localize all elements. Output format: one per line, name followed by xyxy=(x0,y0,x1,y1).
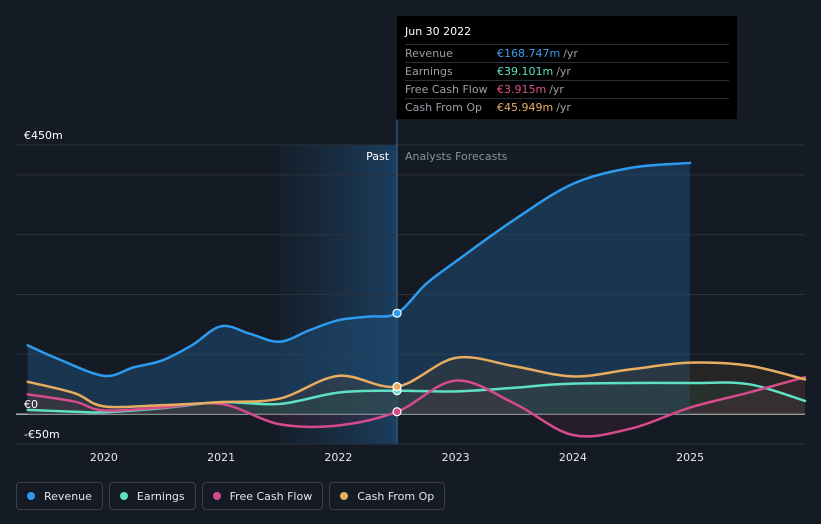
tooltip-name: Earnings xyxy=(405,65,453,78)
marker-revenue xyxy=(392,308,402,318)
tooltip-row-revenue: Revenue €168.747m /yr xyxy=(405,44,729,62)
tooltip-value: €3.915m xyxy=(497,83,547,96)
tooltip-value: €168.747m xyxy=(497,47,561,60)
area-free-cash-flow xyxy=(27,377,805,437)
tooltip-row-cash-from-op: Cash From Op €45.949m /yr xyxy=(405,98,729,116)
tooltip-row-earnings: Earnings €39.101m /yr xyxy=(405,62,729,80)
tooltip-date: Jun 30 2022 xyxy=(405,25,472,38)
tooltip-row-free-cash-flow: Free Cash Flow €3.915m /yr xyxy=(405,80,729,98)
legend-dot-icon xyxy=(27,492,35,500)
tooltip-value: €39.101m xyxy=(497,65,554,78)
legend-label: Revenue xyxy=(44,489,92,503)
legend-label: Earnings xyxy=(136,489,185,503)
x-tick-label: 2021 xyxy=(207,451,235,464)
tooltip-name: Revenue xyxy=(405,47,453,60)
chart: €450m €0 -€50m 2020 2021 2022 2023 2024 2025 Past… xyxy=(16,120,807,464)
past-label: Past xyxy=(366,150,390,163)
tooltip-unit: /yr xyxy=(556,101,571,114)
marker-cash-from-op xyxy=(392,382,402,392)
tooltip-name: Free Cash Flow xyxy=(405,83,488,96)
area-revenue xyxy=(27,162,691,415)
marker-free-cash-flow xyxy=(392,407,402,417)
legend-label: Free Cash Flow xyxy=(229,489,313,503)
legend-dot-icon xyxy=(212,492,221,500)
tooltip-value: €45.949m xyxy=(497,101,554,114)
legend-dot-icon xyxy=(340,492,349,500)
legend-item-free-cash-flow[interactable]: Free Cash Flow xyxy=(201,482,324,510)
legend-dot-icon xyxy=(119,492,128,500)
y-tick-label: -€50m xyxy=(24,428,60,441)
legend-item-revenue[interactable]: Revenue xyxy=(16,482,103,510)
x-tick-label: 2022 xyxy=(324,451,352,464)
x-tick-label: 2020 xyxy=(90,451,118,464)
legend-item-cash-from-op[interactable]: Cash From Op xyxy=(329,482,446,510)
forecast-label: Analysts Forecasts xyxy=(405,150,508,163)
tooltip-name: Cash From Op xyxy=(405,101,483,114)
area-cash-from-op xyxy=(27,357,805,415)
tooltip-unit: /yr xyxy=(549,83,564,96)
x-tick-label: 2024 xyxy=(559,451,587,464)
legend: Revenue Earnings Free Cash Flow Cash Fro… xyxy=(16,482,446,510)
legend-label: Cash From Op xyxy=(357,489,435,503)
x-tick-label: 2025 xyxy=(676,451,704,464)
y-tick-label: €450m xyxy=(24,129,63,142)
tooltip-unit: /yr xyxy=(556,65,571,78)
y-tick-label: €0 xyxy=(24,398,38,411)
legend-item-earnings[interactable]: Earnings xyxy=(108,482,196,510)
line-earnings xyxy=(26,381,807,414)
tooltip: Jun 30 2022 Revenue €168.747m /yr Earnin… xyxy=(397,16,737,119)
tooltip-unit: /yr xyxy=(563,47,578,60)
x-tick-label: 2023 xyxy=(442,451,470,464)
area-earnings xyxy=(27,382,805,415)
line-revenue xyxy=(26,161,692,378)
